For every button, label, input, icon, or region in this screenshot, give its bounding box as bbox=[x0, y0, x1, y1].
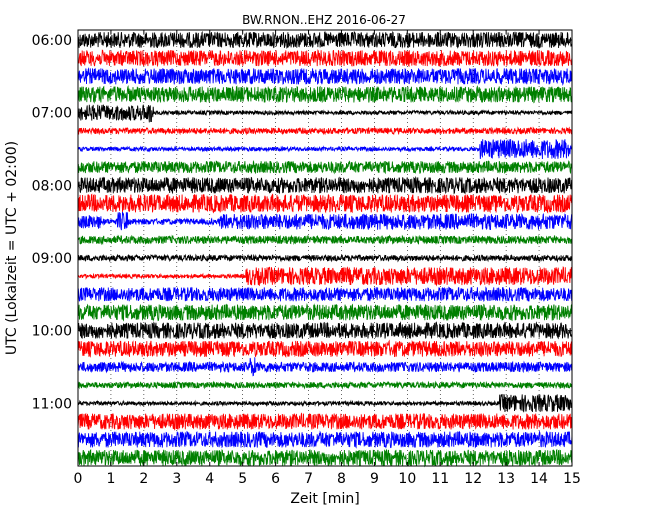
trace-0700 bbox=[77, 104, 573, 123]
trace-0645 bbox=[77, 85, 573, 104]
y-tick-label: 08:00 bbox=[32, 178, 72, 194]
x-tick-label: 15 bbox=[563, 471, 581, 487]
x-tick-label: 13 bbox=[497, 471, 515, 487]
x-tick-label: 7 bbox=[304, 471, 313, 487]
trace-0845 bbox=[77, 234, 573, 246]
trace-0630 bbox=[77, 67, 573, 86]
trace-1015 bbox=[77, 339, 573, 358]
plot-frame bbox=[77, 29, 573, 467]
trace-1000 bbox=[77, 321, 573, 340]
y-axis-label: UTC (Lokalzeit = UTC + 02:00) bbox=[4, 141, 20, 355]
seismogram-traces bbox=[77, 30, 573, 468]
trace-0615 bbox=[77, 49, 573, 68]
trace-1130 bbox=[77, 430, 573, 449]
trace-1030 bbox=[77, 357, 573, 377]
trace-0830 bbox=[77, 211, 573, 231]
y-tick-label: 06:00 bbox=[32, 33, 72, 49]
x-axis-label: Zeit [min] bbox=[290, 491, 359, 507]
x-tick-label: 12 bbox=[464, 471, 482, 487]
trace-0745 bbox=[77, 160, 573, 175]
trace-0730 bbox=[77, 139, 573, 160]
x-tick-label: 1 bbox=[106, 471, 115, 487]
x-tick-label: 11 bbox=[431, 471, 449, 487]
x-tick-label: 4 bbox=[205, 471, 214, 487]
x-tick-label: 6 bbox=[271, 471, 280, 487]
x-tick-label: 9 bbox=[370, 471, 379, 487]
x-tick-label: 2 bbox=[139, 471, 148, 487]
x-tick-label: 8 bbox=[337, 471, 346, 487]
trace-0945 bbox=[77, 303, 573, 322]
x-tick-label: 14 bbox=[530, 471, 548, 487]
y-tick-label: 10:00 bbox=[32, 324, 72, 340]
y-tick-label: 09:00 bbox=[32, 251, 72, 267]
trace-1145 bbox=[77, 448, 573, 468]
trace-1115 bbox=[77, 412, 573, 431]
y-tick-label: 07:00 bbox=[32, 106, 72, 122]
grid-lines bbox=[110, 30, 540, 466]
trace-0715 bbox=[77, 126, 573, 136]
trace-1100 bbox=[77, 393, 573, 413]
x-tick-label: 5 bbox=[238, 471, 247, 487]
x-tick-label: 3 bbox=[172, 471, 181, 487]
chart-title: BW.RNON..EHZ 2016-06-27 bbox=[242, 13, 406, 27]
trace-0915 bbox=[77, 266, 573, 287]
trace-1045 bbox=[77, 380, 573, 390]
trace-0800 bbox=[77, 175, 573, 195]
x-tick-label: 10 bbox=[398, 471, 416, 487]
trace-0600 bbox=[77, 30, 573, 50]
y-tick-label: 11:00 bbox=[32, 396, 72, 412]
x-tick-label: 0 bbox=[74, 471, 83, 487]
axis-ticks: 0 1 2 3 4 5 6 7 8 9 10 11 12 13 14 1506:0007:0008:0009:… bbox=[32, 30, 581, 487]
trace-0815 bbox=[77, 193, 573, 214]
trace-0900 bbox=[77, 253, 573, 263]
trace-0930 bbox=[77, 286, 573, 302]
